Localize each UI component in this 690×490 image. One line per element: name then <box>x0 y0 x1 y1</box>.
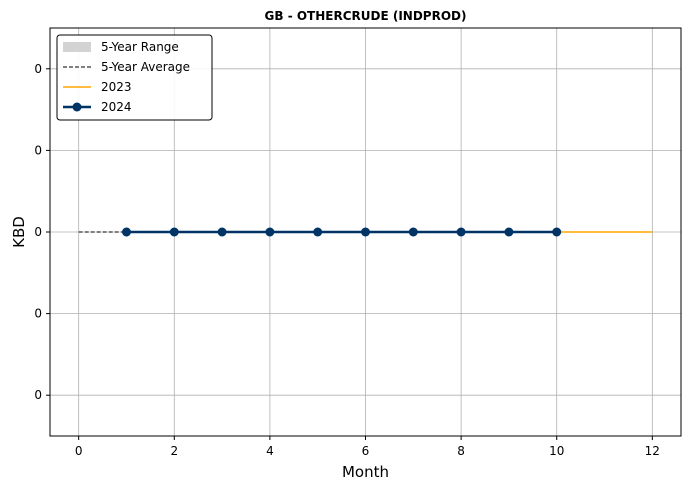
legend-label: 2023 <box>101 80 132 94</box>
legend-label: 5-Year Average <box>101 60 190 74</box>
legend-key <box>63 42 91 52</box>
y-tick-label: 0 <box>34 62 42 76</box>
x-tick-label: 0 <box>75 444 83 458</box>
x-tick-label: 10 <box>549 444 564 458</box>
series-2024-point <box>169 227 179 237</box>
chart-title: GB - OTHERCRUDE (INDPROD) <box>265 9 467 23</box>
series-2024-point <box>121 227 131 237</box>
y-axis-label: KBD <box>10 216 28 248</box>
legend-marker <box>72 102 82 112</box>
y-axis: 0 0 0 0 0 <box>34 62 50 402</box>
legend-label: 5-Year Range <box>101 40 179 54</box>
y-tick-label: 0 <box>34 143 42 157</box>
series-2024-point <box>361 227 370 237</box>
series-2024-point <box>313 227 323 237</box>
y-tick-label: 0 <box>34 307 42 321</box>
series-2024-point <box>552 227 562 237</box>
x-tick-label: 6 <box>362 444 370 458</box>
legend-label: 2024 <box>101 100 132 114</box>
series-2024-point <box>265 227 275 237</box>
legend: 5-Year Range 5-Year Average 2023 2024 <box>56 34 213 121</box>
legend-box <box>56 34 213 121</box>
x-tick-label: 4 <box>266 444 274 458</box>
x-axis-label: Month <box>342 463 389 481</box>
series-2024-point <box>408 227 418 237</box>
plot-area <box>78 227 653 237</box>
x-axis: 0 2 4 6 8 10 12 <box>75 436 660 458</box>
x-tick-label: 12 <box>645 444 660 458</box>
y-tick-label: 0 <box>34 225 42 239</box>
series-2024-point <box>504 227 514 237</box>
series-2024-point <box>456 227 466 237</box>
series-2024-point <box>217 227 227 237</box>
x-tick-label: 2 <box>170 444 178 458</box>
x-tick-label: 8 <box>457 444 465 458</box>
y-tick-label: 0 <box>34 388 42 402</box>
